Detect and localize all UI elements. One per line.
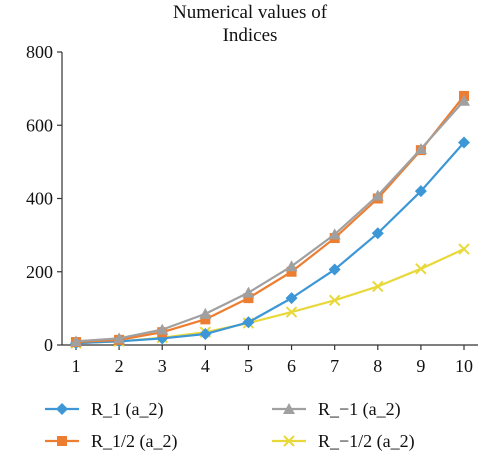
y-tick-label: 800 [26,42,53,62]
data-point [242,316,255,329]
series-line [75,99,465,343]
chart-title-line: Indices [223,25,278,46]
data-point [415,263,427,275]
y-tick-label: 200 [26,262,53,282]
data-point [285,292,298,305]
series-line [75,248,465,345]
data-point [328,263,341,276]
data-point [286,266,297,277]
legend-item: R_1 (a_2) [45,399,163,420]
legend-item: R_−1/2 (a_2) [272,431,415,452]
chart-series [70,90,470,350]
series-3 [70,243,470,349]
legend-swatch-marker [283,435,295,447]
x-tick-label: 2 [115,356,124,376]
y-tick-label: 400 [26,189,53,209]
chart-legend: R_1 (a_2) R_−1 (a_2) R_1/2 (a_2) R_−1/2 (a_… [45,399,415,452]
data-point [371,189,384,201]
x-tick-label: 5 [244,356,253,376]
series-line [75,141,465,345]
data-point [156,323,169,335]
series-line [75,95,465,344]
data-point [371,227,384,240]
legend-label: R_−1/2 (a_2) [318,431,415,452]
series-2 [71,90,469,348]
data-point [113,332,126,344]
x-tick-label: 3 [158,356,167,376]
data-point [199,307,212,319]
data-point [328,294,341,307]
legend-swatch-marker [283,403,295,414]
legend-item: R_−1 (a_2) [272,399,401,420]
data-point [199,328,212,341]
data-point [458,136,470,149]
legend-label: R_1 (a_2) [91,399,163,420]
y-tick-label: 600 [26,115,53,135]
data-point [372,280,384,293]
chart-title-line: Numerical values of [173,2,328,23]
x-tick-label: 4 [201,356,210,376]
data-point [243,293,254,304]
legend-label: R_−1 (a_2) [318,399,401,420]
data-point [458,94,470,106]
data-point [200,314,211,325]
y-tick-label: 0 [44,335,53,355]
data-point [285,260,298,272]
data-point [285,306,298,318]
data-point [414,143,427,155]
x-tick-label: 8 [373,356,382,376]
x-tick-label: 10 [455,356,473,376]
x-tick-label: 1 [72,356,81,376]
data-point [242,286,255,298]
x-tick-label: 7 [330,356,339,376]
data-point [458,243,470,255]
legend-label: R_1/2 (a_2) [91,431,177,452]
data-point [328,228,341,240]
series-1 [70,94,470,347]
x-tick-label: 6 [287,356,296,376]
legend-swatch-marker [56,403,68,415]
data-point [414,185,427,198]
legend-swatch-marker [57,436,67,446]
legend-item: R_1/2 (a_2) [45,431,177,452]
data-point [70,335,82,347]
chart-axes: 0 200 400 600 800 1 2 3 4 5 6 7 8 9 10 [26,42,478,376]
x-tick-label: 9 [416,356,425,376]
